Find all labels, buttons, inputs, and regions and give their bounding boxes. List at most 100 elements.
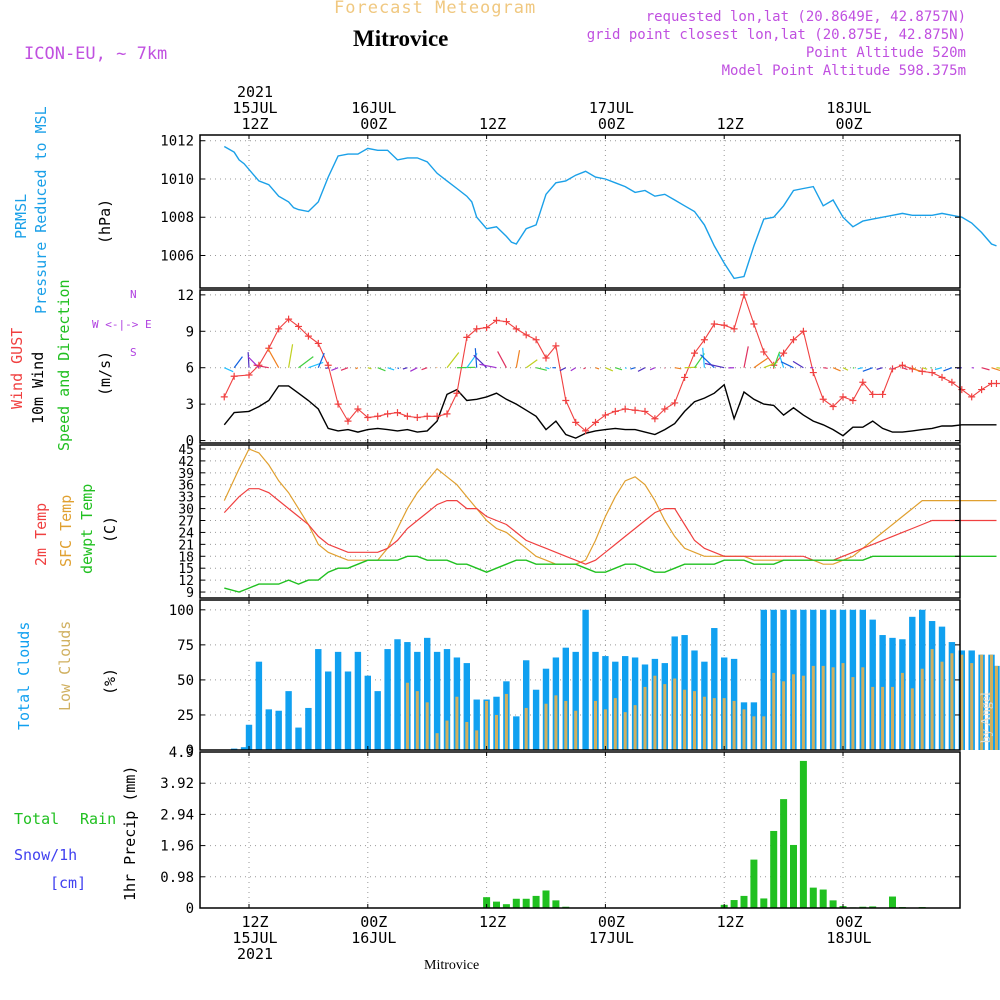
gust-marker bbox=[314, 339, 322, 347]
low-clouds-label: Low Clouds bbox=[56, 620, 74, 711]
low-clouds-bar bbox=[841, 663, 845, 750]
low-clouds-bar bbox=[504, 693, 508, 750]
gust-marker bbox=[968, 393, 976, 401]
rain-bar bbox=[790, 844, 797, 908]
low-clouds-bar bbox=[653, 675, 657, 750]
low-clouds-bar bbox=[495, 714, 498, 750]
low-clouds-bar bbox=[702, 696, 706, 750]
gust-marker bbox=[898, 361, 906, 369]
gust-marker bbox=[354, 405, 362, 413]
sfc-temp-line bbox=[223, 448, 997, 565]
y-tick-label: 21 bbox=[178, 538, 194, 553]
total-clouds-bar bbox=[869, 619, 876, 750]
gust-marker bbox=[691, 349, 698, 357]
gust-marker bbox=[829, 403, 837, 411]
total-clouds-bar bbox=[433, 651, 441, 750]
low-clouds-bar bbox=[524, 707, 528, 750]
y-tick-label: 1.96 bbox=[160, 839, 194, 855]
gust-marker bbox=[859, 378, 867, 386]
pressure-unit: (hPa) bbox=[96, 198, 114, 244]
rain-bar bbox=[512, 898, 520, 908]
gust-marker bbox=[552, 342, 560, 350]
gust-marker bbox=[621, 405, 629, 413]
gust-marker bbox=[522, 331, 530, 339]
gust-marker bbox=[433, 412, 441, 420]
wind-direction-arrow bbox=[991, 367, 1000, 372]
clouds-unit: (%) bbox=[101, 667, 119, 695]
wind-direction-arrow bbox=[753, 357, 768, 369]
low-clouds-bar bbox=[415, 691, 419, 750]
y-tick-label: 42 bbox=[178, 455, 194, 470]
gust-marker bbox=[364, 414, 372, 421]
temp-2m-line bbox=[223, 488, 997, 565]
wind-direction-arrow bbox=[421, 367, 428, 371]
panel-frame-3 bbox=[199, 599, 961, 751]
panel-frame-2 bbox=[199, 444, 961, 599]
y-tick-label: 12 bbox=[177, 288, 194, 304]
gust-marker bbox=[483, 324, 491, 332]
total-clouds-bar bbox=[394, 639, 401, 750]
y-tick-label: 27 bbox=[178, 515, 194, 530]
gust-marker bbox=[394, 409, 401, 417]
total-clouds-bar bbox=[622, 656, 629, 750]
gust-marker bbox=[918, 367, 926, 375]
wind-gust-label: Wind GUST bbox=[8, 327, 26, 409]
wind-direction-arrow bbox=[773, 351, 781, 368]
gust-marker bbox=[671, 399, 679, 407]
location-title: Mitrovice bbox=[353, 26, 449, 51]
gust-marker bbox=[601, 411, 609, 419]
pressure-label-prmsl: PRMSL bbox=[12, 193, 30, 239]
low-clouds-bar bbox=[970, 663, 974, 750]
low-clouds-bar bbox=[673, 678, 677, 750]
low-clouds-bar bbox=[623, 712, 627, 750]
model-altitude: Model Point Altitude 598.375m bbox=[721, 63, 966, 79]
y-tick-label: 15 bbox=[178, 562, 194, 577]
low-clouds-bar bbox=[594, 700, 597, 750]
top-time-label: 17JUL bbox=[589, 99, 634, 117]
gust-marker bbox=[651, 415, 659, 423]
gust-marker bbox=[572, 418, 580, 426]
total-clouds-bar bbox=[374, 691, 381, 750]
model-label: ICON-EU, ~ 7km bbox=[24, 44, 168, 64]
grid-point-coords: grid point closest lon,lat (20.875E, 42.… bbox=[586, 27, 966, 43]
rain-bar bbox=[502, 904, 510, 908]
wind-10m-label: 10m Wind bbox=[29, 351, 47, 424]
gust-marker bbox=[562, 397, 570, 404]
rain-bar bbox=[532, 895, 540, 908]
low-clouds-bar bbox=[772, 672, 776, 750]
gust-marker bbox=[948, 378, 956, 386]
wind-direction-label: Speed and Direction bbox=[55, 279, 73, 451]
axis-layer: 1006100810101012036912912151821242730333… bbox=[160, 83, 960, 963]
low-clouds-bar bbox=[891, 686, 894, 750]
low-clouds-bar bbox=[752, 716, 756, 750]
gust-marker bbox=[740, 291, 748, 299]
low-clouds-bar bbox=[811, 665, 815, 750]
wind-direction-arrow bbox=[559, 367, 567, 372]
y-tick-label: 18 bbox=[178, 550, 194, 565]
wind-direction-arrow bbox=[515, 350, 521, 368]
forecast-title: Forecast Meteogram bbox=[334, 0, 537, 18]
bottom-time-label: 2021 bbox=[237, 945, 273, 963]
gust-marker bbox=[889, 365, 896, 373]
total-clouds-label: Total Clouds bbox=[15, 621, 33, 730]
temp-unit: (C) bbox=[101, 515, 119, 543]
temp-sfc-label: SFC Temp bbox=[57, 494, 75, 567]
wind-direction-arrow bbox=[943, 367, 953, 372]
gust-marker bbox=[879, 390, 887, 398]
low-clouds-bar bbox=[554, 695, 558, 750]
precip-rain-label: Rain bbox=[80, 810, 117, 828]
y-tick-label: 39 bbox=[178, 467, 194, 482]
low-clouds-bar bbox=[633, 705, 637, 750]
pressure-line bbox=[223, 145, 997, 280]
low-clouds-bar bbox=[980, 654, 984, 750]
y-tick-label: 3.92 bbox=[160, 776, 194, 792]
total-clouds-bar bbox=[780, 609, 787, 750]
gust-marker bbox=[413, 414, 421, 421]
low-clouds-bar bbox=[920, 668, 924, 750]
total-clouds-bar bbox=[325, 671, 332, 750]
wind-direction-arrow bbox=[570, 367, 577, 372]
bottom-time-label: 12Z bbox=[717, 913, 744, 931]
low-clouds-bar bbox=[693, 691, 696, 750]
low-clouds-bar bbox=[801, 675, 805, 750]
